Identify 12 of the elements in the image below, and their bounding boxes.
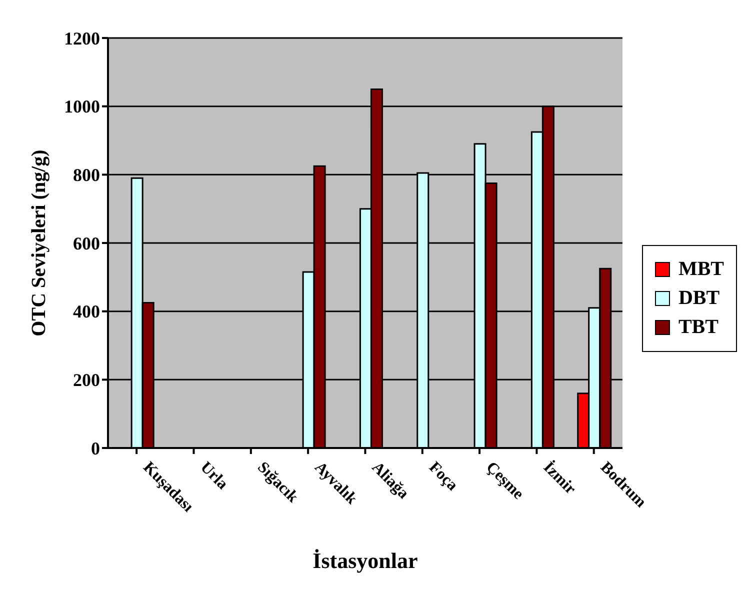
legend-label: DBT [678, 286, 720, 310]
x-axis-title: İstasyonlar [312, 548, 418, 573]
y-tick-label: 0 [91, 438, 100, 458]
y-tick-label: 400 [73, 302, 100, 322]
y-tick-label: 1200 [64, 28, 100, 48]
legend-label: MBT [678, 258, 724, 280]
y-tick-label: 200 [73, 370, 100, 390]
legend-label: TBT [678, 316, 718, 338]
y-tick-label: 600 [73, 233, 100, 254]
y-axis-title: OTC Seviyeleri (ng/g) [28, 150, 50, 336]
y-tick-label: 800 [73, 165, 100, 186]
y-tick-label: 1000 [64, 96, 100, 117]
